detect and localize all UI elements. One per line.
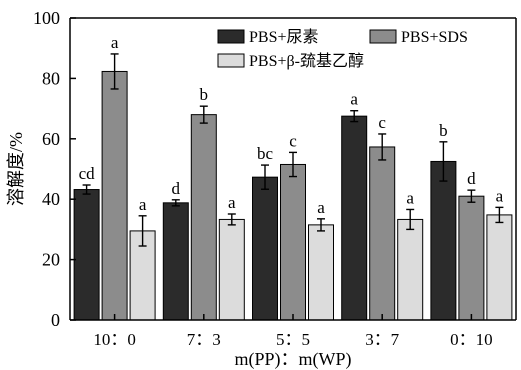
bar [458, 195, 485, 321]
significance-label: d [172, 179, 181, 198]
legend-swatch [217, 53, 245, 68]
x-axis-label: m(PP)：m(WP) [235, 349, 352, 370]
significance-label: a [496, 186, 504, 205]
significance-label: c [378, 113, 386, 132]
bar [190, 114, 217, 321]
legend: PBS+尿素 PBS+SDS PBS+β-巯基乙醇 [217, 28, 468, 70]
legend-swatch [369, 29, 397, 44]
x-tick-label: 0：10 [450, 330, 493, 349]
bar [73, 189, 100, 321]
y-tick-label: 0 [51, 310, 60, 330]
y-tick-label: 40 [42, 189, 60, 209]
bar [369, 146, 396, 321]
bar [341, 115, 368, 321]
significance-label: d [467, 169, 476, 188]
significance-label: b [200, 85, 209, 104]
legend-label: PBS+SDS [401, 29, 468, 46]
y-tick-label: 100 [33, 8, 60, 28]
legend-swatch [217, 29, 245, 44]
significance-label: bc [257, 144, 274, 163]
bar [101, 70, 128, 321]
bar [397, 218, 424, 321]
x-tick-label: 10：0 [93, 330, 136, 349]
y-tick-label: 60 [42, 129, 60, 149]
y-axis-label: 溶解度/% [6, 132, 26, 206]
significance-label: a [139, 195, 147, 214]
significance-label: cd [79, 164, 96, 183]
bar [308, 224, 334, 321]
bar [162, 202, 189, 321]
bar [252, 176, 278, 321]
x-tick-label: 5：5 [276, 330, 310, 349]
legend-label: PBS+β-巯基乙醇 [249, 52, 364, 70]
x-tick-label: 7：3 [187, 330, 221, 349]
legend-label: PBS+尿素 [249, 28, 319, 46]
bar [430, 160, 457, 321]
significance-label: b [439, 121, 448, 140]
significance-label: a [111, 33, 119, 52]
bar [280, 163, 306, 321]
significance-label: a [350, 90, 358, 109]
significance-label: a [406, 188, 414, 207]
significance-label: a [317, 198, 325, 217]
axes: 0 20 40 60 80 100 10：0 7：3 5：5 3：7 0：10 溶解度/% m(PP)：… [6, 8, 517, 370]
y-tick-label: 80 [42, 68, 60, 88]
x-tick-label: 3：7 [365, 330, 399, 349]
significance-label: a [228, 193, 236, 212]
significance-label: c [289, 131, 297, 150]
bar [218, 218, 245, 321]
y-tick-label: 20 [42, 250, 60, 270]
bar [486, 214, 513, 321]
